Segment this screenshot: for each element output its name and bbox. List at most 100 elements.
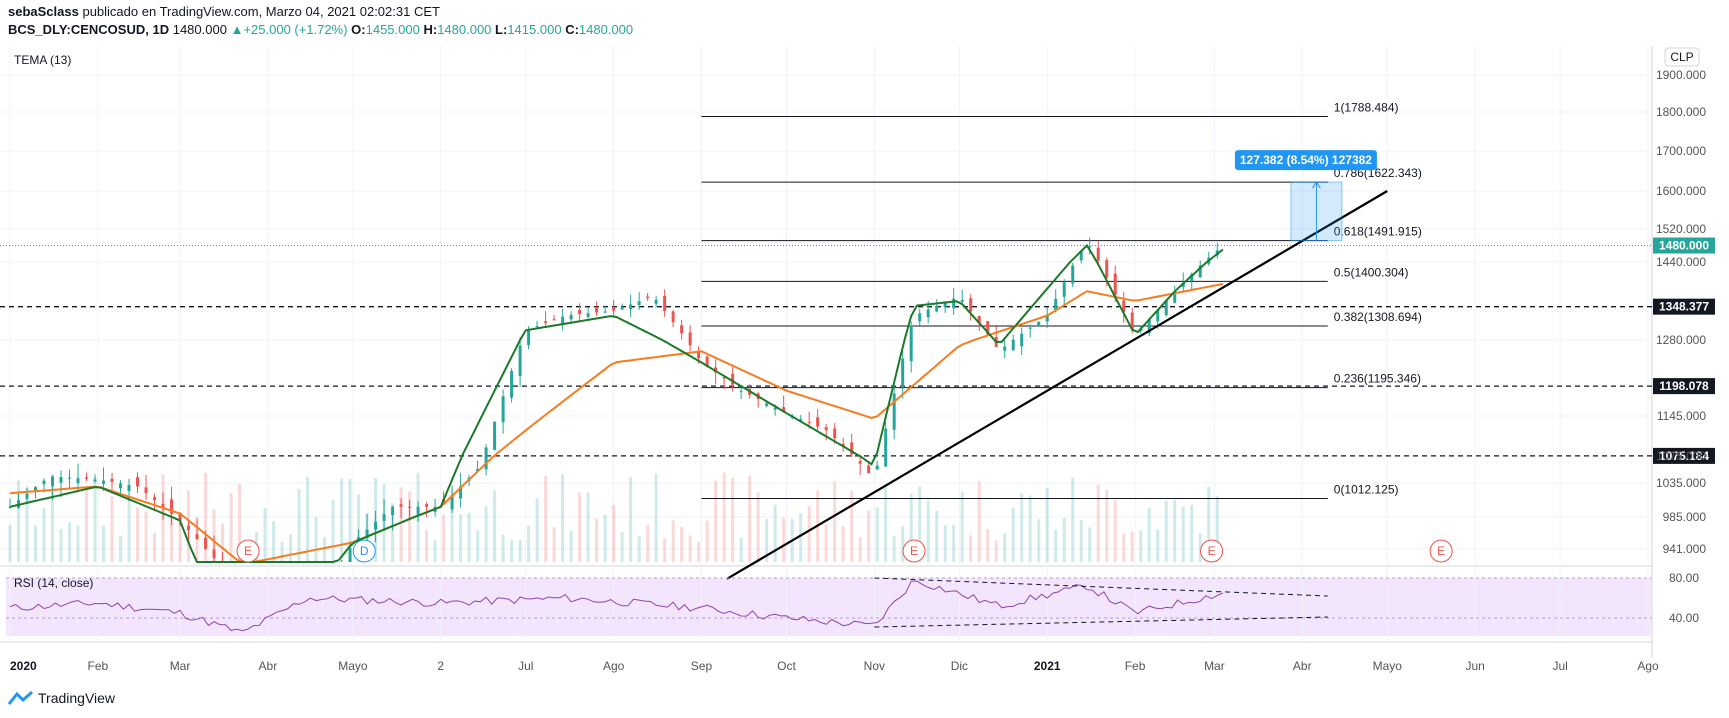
time-tick-label: Mayo xyxy=(1373,659,1403,673)
candle-body xyxy=(918,313,922,322)
volume-bar xyxy=(1028,495,1032,562)
ema-line xyxy=(9,282,1224,563)
volume-bar xyxy=(799,513,803,562)
candle-body xyxy=(1113,273,1117,295)
earnings-marker[interactable] xyxy=(236,539,260,563)
volume-bar xyxy=(688,535,692,562)
candle-body xyxy=(637,301,641,306)
candle-body xyxy=(969,298,973,312)
last-price-badge[interactable] xyxy=(1653,237,1715,254)
time-tick-label: 2021 xyxy=(1034,659,1061,673)
candle-body xyxy=(1054,298,1058,310)
tradingview-icon xyxy=(8,691,33,705)
earnings-marker[interactable] xyxy=(1429,539,1453,563)
candle-body xyxy=(408,506,412,508)
candle-body xyxy=(399,504,403,507)
level-badge-label: 1075.184 xyxy=(1659,449,1709,463)
volume-bar xyxy=(467,512,471,562)
volume-bar xyxy=(42,507,46,562)
volume-bar xyxy=(637,535,641,562)
volume-bar xyxy=(110,496,114,562)
candle-body xyxy=(195,534,199,540)
volume-bar xyxy=(654,473,658,562)
candle-body xyxy=(416,506,420,515)
volume-bar xyxy=(17,480,21,562)
candle-body xyxy=(901,358,905,387)
change-text: ▲+25.000 (+1.72%) xyxy=(230,22,348,37)
candle-body xyxy=(824,427,828,431)
candle-body xyxy=(663,296,667,312)
candle-body xyxy=(1071,265,1075,284)
dividend-marker[interactable] xyxy=(352,539,376,563)
candle-body xyxy=(552,319,556,321)
rsi-lower-trendline[interactable] xyxy=(874,616,1328,628)
candle-body xyxy=(1130,312,1134,330)
volume-bar xyxy=(586,492,590,562)
level-badge xyxy=(1653,378,1715,395)
volume-bar xyxy=(170,497,174,562)
close-value: 1480.000 xyxy=(578,22,634,37)
price-tick-label: 1075.000 xyxy=(1656,449,1706,463)
candle-body xyxy=(807,421,811,423)
last-price-text: 1480.000 xyxy=(172,22,227,37)
candle-body xyxy=(493,421,497,450)
rsi-upper-trendline[interactable] xyxy=(874,577,1328,597)
volume-bar xyxy=(1003,533,1007,562)
earnings-marker[interactable] xyxy=(902,539,926,563)
volume-bar xyxy=(977,481,981,562)
currency-badge[interactable]: CLP xyxy=(1664,47,1700,67)
volume-bar xyxy=(34,525,38,562)
volume-bar xyxy=(552,527,556,562)
volume-bar xyxy=(1164,500,1168,562)
time-axis[interactable]: 2020 Feb Mar Abr Mayo 2 Jul Ago Sep Oct Nov Dic 2021… xyxy=(10,659,1659,673)
horizontal-levels[interactable]: 1348.377 1198.078 1075.184 1480.000 xyxy=(0,237,1715,464)
tradingview-logo[interactable]: TradingView xyxy=(8,690,115,706)
volume-bar xyxy=(646,524,650,562)
candle-body xyxy=(59,477,63,483)
last-price-badge-label: 1480.000 xyxy=(1659,239,1709,253)
price-tick-label: 1280.000 xyxy=(1656,333,1706,347)
price-tick-label: 1600.000 xyxy=(1656,184,1706,198)
time-tick-label: 2 xyxy=(437,659,444,673)
volume-bar xyxy=(323,537,327,562)
candle-body xyxy=(926,309,930,318)
candle-body xyxy=(629,304,633,310)
candle-body xyxy=(391,506,395,516)
volume-bar xyxy=(450,490,454,562)
volume-bar xyxy=(926,500,930,562)
fib-level-label: 0.5(1400.304) xyxy=(1334,265,1409,279)
volume-bar xyxy=(510,539,514,562)
level-badge-label: 1198.078 xyxy=(1659,379,1709,393)
candle-body xyxy=(654,299,658,304)
grid xyxy=(0,46,1652,642)
ascending-trendline[interactable] xyxy=(726,190,1388,580)
earnings-marker[interactable] xyxy=(1200,539,1224,563)
event-marker-label: E xyxy=(244,544,252,558)
volume-bar xyxy=(1037,519,1041,562)
candle-body xyxy=(1156,310,1160,322)
main-pane[interactable] xyxy=(0,46,1652,566)
time-tick-label: 2020 xyxy=(10,659,37,673)
trendline[interactable] xyxy=(726,190,1388,580)
price-range-measure[interactable]: 127.382 (8.54%) 127382 xyxy=(1234,150,1377,242)
candle-body xyxy=(620,307,624,310)
candle-body xyxy=(1173,291,1177,303)
price-axis[interactable]: 1900.000 1800.000 1700.000 1600.000 1520.000… xyxy=(1656,68,1706,556)
time-tick-label: Sep xyxy=(691,659,713,673)
candle-body xyxy=(76,478,80,484)
time-tick-label: Mar xyxy=(170,659,191,673)
volume-bar xyxy=(1198,533,1202,562)
high-value: 1480.000 xyxy=(437,22,492,37)
volume-bar xyxy=(1045,488,1049,562)
candle-body xyxy=(850,442,854,455)
volume-bar xyxy=(238,483,242,562)
candle-body xyxy=(374,521,378,530)
candle-body xyxy=(1011,339,1015,351)
candle-body xyxy=(25,493,29,499)
candle-body xyxy=(102,480,106,484)
volume-bar xyxy=(493,490,497,562)
candle-body xyxy=(476,469,480,472)
candle-body xyxy=(816,417,820,427)
